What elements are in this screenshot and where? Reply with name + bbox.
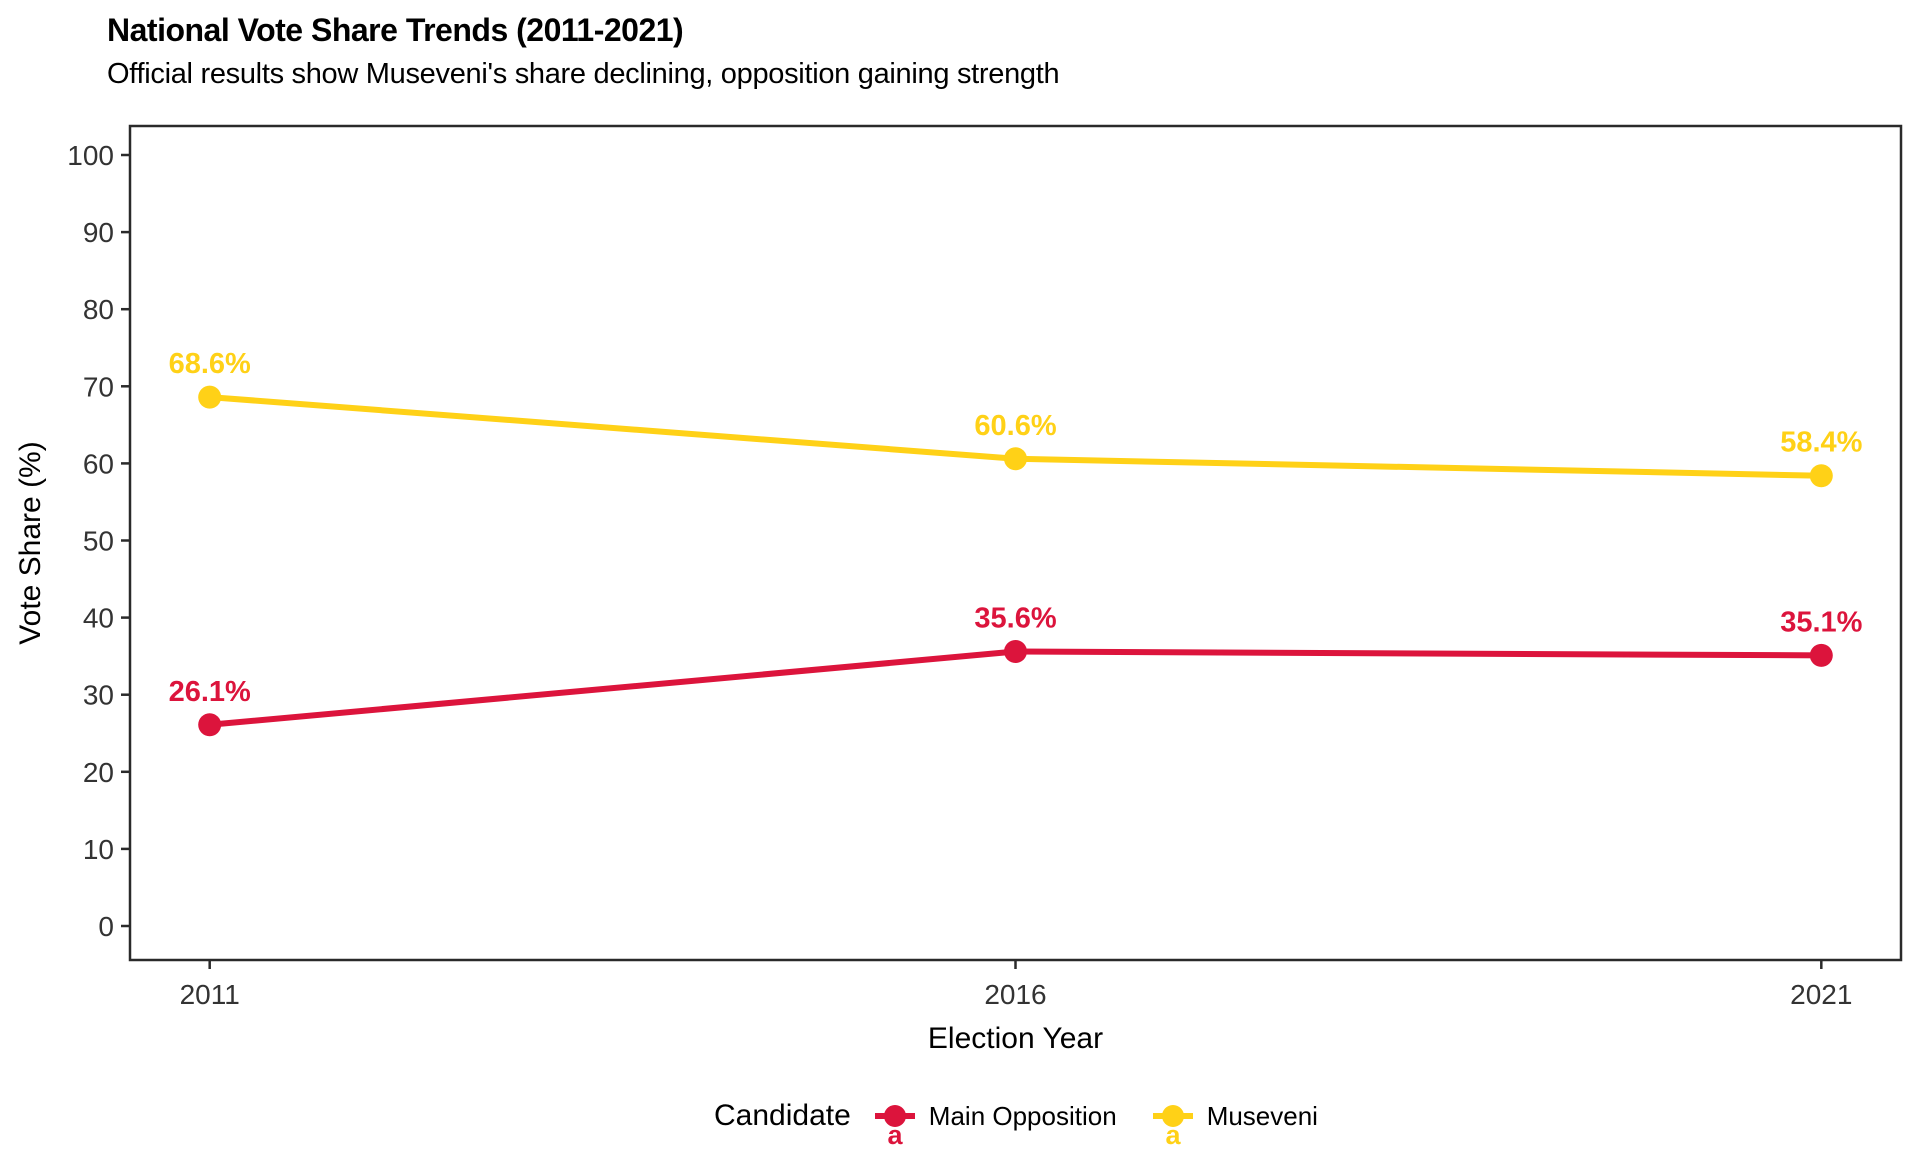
- legend-title: Candidate: [714, 1099, 851, 1132]
- legend-key-part: [1161, 1105, 1184, 1127]
- data-label-main-opposition-2021: 35.1%: [1780, 606, 1862, 638]
- x-axis-title: Election Year: [928, 1022, 1103, 1055]
- data-label-museveni-2016: 60.6%: [974, 410, 1056, 442]
- legend-label-museveni: Museveni: [1206, 1100, 1318, 1131]
- y-tick-label: 40: [83, 603, 114, 634]
- legend-key-part: a: [887, 1120, 903, 1145]
- data-point-museveni-2021: [1809, 464, 1833, 488]
- legend-key-part: [883, 1105, 906, 1127]
- y-tick-label: 80: [83, 294, 114, 325]
- data-point-museveni-2016: [1004, 447, 1027, 471]
- legend-key-part: a: [1165, 1120, 1181, 1145]
- data-label-museveni-2011: 68.6%: [169, 348, 251, 380]
- y-tick-label: 70: [83, 371, 114, 402]
- chart-subtitle: Official results show Museveni's share d…: [107, 58, 1060, 90]
- panel-border: [128, 124, 1903, 962]
- legend-key-museveni-icon: a: [1152, 1105, 1193, 1145]
- data-point-main-opposition-2021: [1809, 643, 1833, 667]
- y-tick-label: 20: [83, 757, 114, 788]
- legend-item-museveni: a Museveni: [1151, 1087, 1318, 1145]
- data-point-museveni-2011: [198, 385, 222, 409]
- x-tick-label: 2021: [1790, 979, 1852, 1010]
- data-point-main-opposition-2011: [198, 713, 222, 737]
- x-tick-label: 2011: [180, 979, 240, 1010]
- y-tick-label: 100: [67, 140, 114, 171]
- data-label-main-opposition-2011: 26.1%: [169, 676, 251, 708]
- legend: Candidate a Main Opposition a Museveni: [130, 1086, 1902, 1146]
- legend-item-main-opposition: a Main Opposition: [873, 1087, 1117, 1145]
- data-label-main-opposition-2016: 35.6%: [974, 603, 1056, 635]
- data-point-main-opposition-2016: [1004, 640, 1027, 664]
- x-tick-label: 2016: [984, 979, 1046, 1010]
- chart-title: National Vote Share Trends (2011-2021): [107, 12, 684, 48]
- legend-key-main-opposition-icon: a: [874, 1105, 915, 1145]
- y-tick-label: 0: [98, 911, 114, 942]
- y-tick-label: 60: [83, 448, 114, 479]
- legend-label-main-opposition: Main Opposition: [928, 1100, 1117, 1131]
- y-tick-label: 30: [83, 680, 114, 711]
- y-tick-label: 90: [83, 217, 114, 248]
- y-tick-label: 50: [83, 526, 114, 557]
- data-label-museveni-2021: 58.4%: [1780, 427, 1862, 459]
- y-tick-label: 10: [83, 834, 114, 865]
- y-axis-title: Vote Share (%): [14, 441, 47, 644]
